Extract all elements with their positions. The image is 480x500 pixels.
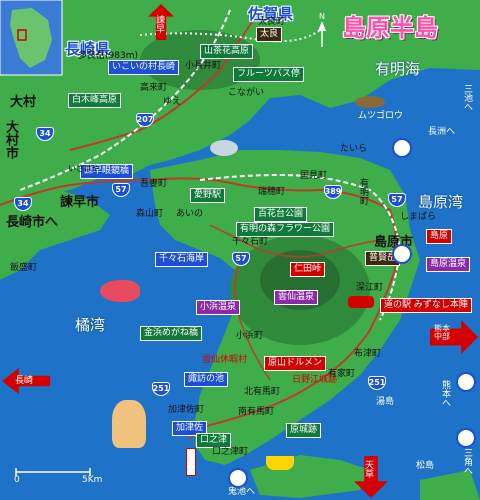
- shiraki-highland-box[interactable]: 白木峰高原: [68, 93, 122, 108]
- matsushima-label: 松島: [416, 461, 435, 471]
- mudskipper-icon: [355, 96, 385, 108]
- isahaya-glasses-bridge-box[interactable]: 諫早眼鏡橋: [80, 164, 134, 179]
- yamabuki-highland-box[interactable]: 山茶花高原: [200, 44, 254, 59]
- harayama-dolmen-box[interactable]: 原山ドルメン: [264, 356, 327, 371]
- lighthouse-icon: [186, 448, 196, 476]
- tachibana-bay-label: 橘湾: [75, 316, 106, 334]
- dolphin-boat-icon: [266, 456, 294, 470]
- route-207-shield: 207: [136, 113, 154, 127]
- map-title: 島原半島: [342, 14, 438, 42]
- shimabara-bay-label: 島原湾: [418, 193, 464, 211]
- svg-text:N: N: [319, 12, 325, 21]
- nita-pass-box[interactable]: 仁田峠: [290, 262, 326, 277]
- obama-onsen-box[interactable]: 小浜温泉: [196, 300, 241, 315]
- whale-icon: [210, 140, 238, 156]
- ariake-town-label: 有明町: [358, 178, 368, 205]
- nagasu-label: 長洲へ: [428, 127, 456, 137]
- taira-label: たいら: [340, 144, 368, 154]
- omura-label: 大村: [10, 95, 37, 110]
- ferry-icon-nagasu[interactable]: [392, 138, 412, 158]
- route-251-shield-arie: 251: [368, 376, 386, 390]
- kumamoto-direction-label: 熊本 中部: [434, 324, 450, 341]
- kumamoto-town-label: 熊本へ: [440, 380, 450, 407]
- yushima-label: 湯島: [376, 397, 395, 407]
- route-57-shield-shimabara: 57: [388, 193, 406, 207]
- route-251-shield-kazusa: 251: [152, 382, 170, 396]
- nagasaki-city-direction-label: 長崎市へ: [6, 215, 59, 230]
- konagai-town-label: 小長井町: [185, 61, 222, 71]
- nunotsu-town-label: 布津町: [354, 349, 382, 359]
- roadside-station-box[interactable]: 道の駅 みずなし本陣: [380, 298, 472, 313]
- ferry-icon-misumi[interactable]: [456, 428, 476, 448]
- kitaarima-town-label: 北有馬町: [244, 387, 281, 397]
- azuma-town-label: 吾妻町: [140, 179, 168, 189]
- unzen-resort-village-label: 雲仙休暇村: [202, 355, 248, 365]
- kazusa-town-label: 加津佐町: [168, 405, 205, 415]
- fruit-bus-stop-box[interactable]: フルーツバス停: [233, 67, 304, 82]
- obama-town-label: 小浜町: [236, 331, 264, 341]
- unzen-onsen-box[interactable]: 雲仙温泉: [274, 290, 319, 305]
- route-389-shield: 389: [324, 185, 342, 199]
- misumi-label: 三池へ: [462, 84, 472, 111]
- swimmer-girl-icon: [112, 400, 146, 448]
- kazusa-ferry-label: 鬼池へ: [228, 487, 256, 497]
- ferry-icon-shimabara[interactable]: [392, 244, 412, 264]
- mizuho-town-label: 瑞穂町: [258, 187, 286, 197]
- moriyama-town-label: 森山町: [136, 209, 164, 219]
- nagasaki-direction-label: 長崎: [15, 376, 34, 386]
- mutsugoro-label: ムツゴロウ: [358, 111, 404, 121]
- red-car-icon: [348, 296, 374, 308]
- omura-city-label: 大村市: [3, 120, 18, 159]
- minamiarima-town-label: 南有馬町: [238, 407, 275, 417]
- isahaya-direction-label: 諫早: [154, 15, 164, 33]
- ariake-flower-park-box[interactable]: 有明の森フラワー公園: [236, 222, 335, 237]
- ferry-icon-amakusa[interactable]: [228, 468, 248, 488]
- route-34-shield-north: 34: [36, 127, 54, 141]
- chijiwa-coast-box[interactable]: 千々石海岸: [155, 252, 209, 267]
- ikoi-village-box[interactable]: いこいの村長崎: [108, 60, 180, 75]
- arie-town-label: 有家町: [328, 369, 356, 379]
- route-57-shield-chijiwa: 57: [232, 252, 250, 266]
- harajo-castle-box[interactable]: 原城跡: [286, 423, 322, 438]
- route-34-shield-south: 34: [14, 197, 32, 211]
- scale-zero-label: 0: [14, 475, 20, 485]
- shimabara-station-label: しまばら: [400, 212, 437, 222]
- fukae-town-label: 深江町: [356, 283, 384, 293]
- kazusa-box[interactable]: 加津佐: [172, 421, 208, 436]
- kuchinotsu-box[interactable]: 口之津: [196, 433, 232, 448]
- suwa-pond-box[interactable]: 諏訪の池: [184, 372, 229, 387]
- hinoe-castle-label: 日野江城跡: [292, 375, 338, 385]
- nagasaki-prefecture-label: 長崎県: [65, 40, 111, 58]
- kuchinotsu-town-label: 口之津町: [212, 447, 249, 457]
- tara-box[interactable]: 太良: [256, 27, 283, 42]
- isahaya-station-label: いさはや: [68, 164, 100, 173]
- route-57-shield-isahaya: 57: [112, 183, 130, 197]
- hyakkadai-park-box[interactable]: 百花台公園: [254, 207, 308, 222]
- misumi2-label: 三角へ: [462, 448, 472, 475]
- amakusa-direction-label: 天草: [363, 460, 373, 478]
- ariake-sea-label: 有明海: [375, 60, 421, 78]
- ferry-icon-kumamoto[interactable]: [456, 372, 476, 392]
- aino-station-label: あいの: [176, 209, 204, 219]
- chijiwa-town-label: 千々石町: [232, 237, 269, 247]
- shimabara-box[interactable]: 島原: [426, 229, 453, 244]
- konagai-station-label: こながい: [228, 88, 265, 98]
- tara-dake-label: 多良岳(983m): [78, 51, 138, 61]
- saga-prefecture-label: 佐賀県: [248, 5, 294, 23]
- takaki-town-label: 高来町: [140, 83, 168, 93]
- iimori-town-label: 飯盛町: [10, 263, 38, 273]
- tara-town-label: 太良町: [258, 17, 286, 27]
- fish-icon: [100, 280, 140, 302]
- aino-station-box[interactable]: 愛野駅: [190, 188, 226, 203]
- scale-5km-label: 5Km: [82, 475, 103, 485]
- kunimi-town-label: 国見町: [300, 171, 328, 181]
- isahaya-city-label: 諫早市: [60, 195, 100, 210]
- shimabara-onsen-box[interactable]: 島原温泉: [426, 257, 471, 272]
- kanahama-bridge-box[interactable]: 金浜めがね橋: [140, 326, 203, 341]
- yue-station-label: ゆえ: [163, 97, 182, 107]
